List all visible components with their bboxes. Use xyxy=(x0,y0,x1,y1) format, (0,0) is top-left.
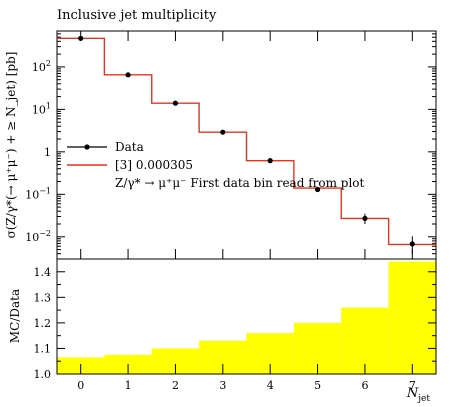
ratio-y-tick-label: 1.0 xyxy=(34,368,52,381)
x-tick-label: 7 xyxy=(409,379,416,392)
data-point xyxy=(267,158,273,164)
x-tick-label: 1 xyxy=(125,379,132,392)
data-point xyxy=(125,72,131,78)
legend-data-label: Data xyxy=(115,140,144,154)
ratio-y-tick-label: 1.3 xyxy=(34,291,52,304)
ratio-y-tick-label: 1.2 xyxy=(34,317,52,330)
x-tick-label: 0 xyxy=(77,379,84,392)
data-point xyxy=(78,35,84,41)
y-tick-label: 102 xyxy=(32,59,51,74)
data-point xyxy=(314,186,321,193)
ratio-y-axis-label: MC/Data xyxy=(8,289,22,343)
x-tick-label: 5 xyxy=(314,379,321,392)
main-plot: Inclusive jet multiplicity 10−2 10−1 1 101 10… xyxy=(4,8,437,260)
y-tick-label: 1 xyxy=(44,146,51,159)
y-tick-label: 10−2 xyxy=(25,229,51,244)
ratio-plot: 1.0 1.1 1.2 1.3 1.4 0 1 2 3 4 5 6 7 MC/Data Njet xyxy=(8,258,437,404)
legend-data-marker xyxy=(84,144,90,150)
legend-mc-label: [3] 0.000305 xyxy=(115,158,193,172)
ratio-y-tick-label: 1.1 xyxy=(34,342,52,355)
chart-title: Inclusive jet multiplicity xyxy=(57,8,217,23)
ratio-bar xyxy=(341,307,389,374)
mc-histogram-line xyxy=(57,37,436,246)
x-tick-label: 4 xyxy=(267,379,274,392)
x-tick-label: 3 xyxy=(219,379,226,392)
ratio-bar xyxy=(388,261,436,374)
ratio-plot-frame xyxy=(56,258,437,375)
x-axis-label: Njet xyxy=(406,386,430,404)
x-tick-label: 2 xyxy=(172,379,179,392)
y-tick-label: 10−1 xyxy=(25,186,51,201)
data-point xyxy=(220,129,226,135)
legend-note: Z/γ* → μ⁺μ⁻ First data bin read from plo… xyxy=(115,176,365,190)
y-tick-label: 101 xyxy=(32,101,51,116)
legend: Data [3] 0.000305 Z/γ* → μ⁺μ⁻ First data b… xyxy=(67,140,365,190)
ratio-y-tick-label: 1.4 xyxy=(34,266,52,279)
y-axis-label: σ(Z/γ*(→ μ⁺μ⁻) + ≥ N_jet) [pb] xyxy=(4,52,18,239)
data-point xyxy=(172,100,179,106)
x-tick-label: 6 xyxy=(361,379,368,392)
data-point xyxy=(362,215,368,222)
data-point xyxy=(409,241,415,247)
